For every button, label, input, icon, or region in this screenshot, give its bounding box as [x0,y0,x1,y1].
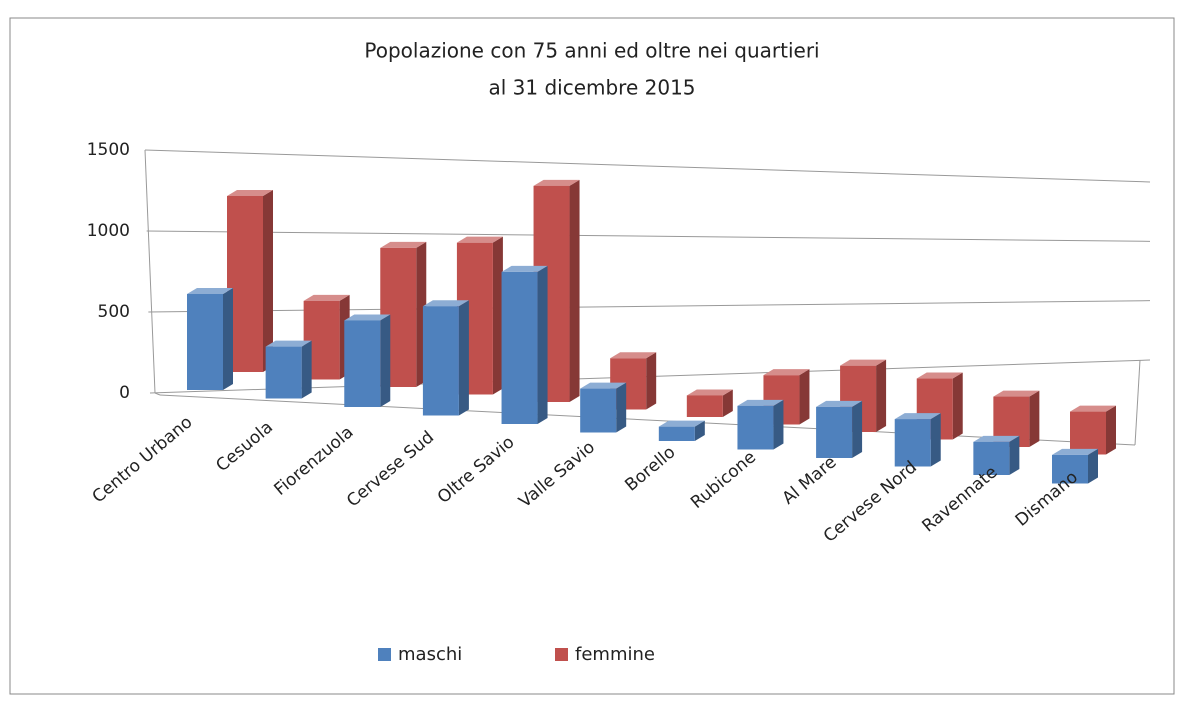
bar-front [422,306,459,416]
bar [686,389,733,417]
bar-side [223,288,233,390]
bar-side [1029,390,1040,447]
bar-side [301,340,312,399]
bar [422,300,469,416]
bar [1052,448,1098,484]
bar-top [422,300,469,307]
y-tick-label: 1500 [87,140,130,160]
bar-top [686,389,733,396]
chart-frame [9,17,1175,695]
bar [580,382,627,433]
bar-side [380,314,391,407]
bar-front [816,406,853,458]
chart-title: al 31 dicembre 2015 [488,76,695,100]
bar-side [537,265,548,424]
bar-top [1052,448,1098,455]
bar-side [694,420,705,441]
bar-top [303,294,350,301]
left-wall [144,149,156,394]
y-tick-label: 0 [119,383,130,403]
bar-front [658,426,695,441]
bar [303,294,350,380]
bar [187,288,233,390]
bar-side [1106,405,1116,455]
bar-front [580,388,617,433]
bar-top [456,236,503,243]
legend-label: femmine [575,644,655,665]
bar-front [686,395,723,417]
bar [265,340,312,399]
floor-front [159,394,1136,446]
bar-front [1052,454,1088,484]
bar [344,314,391,407]
bar-top [187,288,233,294]
bar-top [973,435,1020,442]
bar-side [1088,448,1098,484]
bar-front [1070,411,1106,455]
bar [894,413,941,467]
bar [658,420,705,441]
bar [737,399,784,450]
bar-top [763,369,810,376]
grid-line [144,149,1151,183]
bar [1070,405,1116,455]
bar-side [569,179,580,402]
bar-top [380,241,427,248]
bar-side [773,399,784,450]
legend-label: maschi [398,644,462,665]
bar-top [737,399,784,406]
bar-front [344,320,381,407]
bar-top [227,190,273,196]
bar-top [993,390,1040,397]
y-tick-label: 500 [98,302,130,322]
bar-side [1009,435,1020,475]
bar-top [580,382,627,389]
bar-side [930,413,941,467]
bar-top [840,359,887,366]
bar-side [876,359,887,432]
bar-side [722,389,733,417]
bar-top [610,352,657,359]
bar-front [737,405,774,450]
floor-right [1134,359,1141,446]
bar-side [263,190,273,372]
bar-front [973,441,1010,475]
bar-top [344,314,391,321]
bar-top [916,372,963,379]
bar-front [265,346,302,399]
bar [227,190,273,372]
bar-side [616,382,627,433]
bar-top [894,413,941,420]
bar-top [658,420,705,427]
bar-side [952,372,963,440]
bar-side [492,236,503,395]
bar-top [533,179,580,186]
bar [973,435,1020,475]
grid-line [146,230,1151,242]
wall-edge [154,392,161,396]
bar-side [646,352,657,410]
chart-title: Popolazione con 75 anni ed oltre nei qua… [364,39,819,63]
bar-top [265,340,312,347]
legend-swatch [555,648,568,661]
bar-top [1070,405,1116,412]
bar-front [187,294,223,390]
bar [816,400,863,458]
bar-front [894,419,931,467]
bar-top [501,265,548,272]
bar-side [852,400,863,458]
bar-side [458,300,469,416]
bar [501,265,548,424]
legend-swatch [378,648,391,661]
bar-front [501,271,538,424]
y-tick-label: 1000 [87,221,130,241]
bar-side [799,369,810,425]
bar-top [816,400,863,407]
